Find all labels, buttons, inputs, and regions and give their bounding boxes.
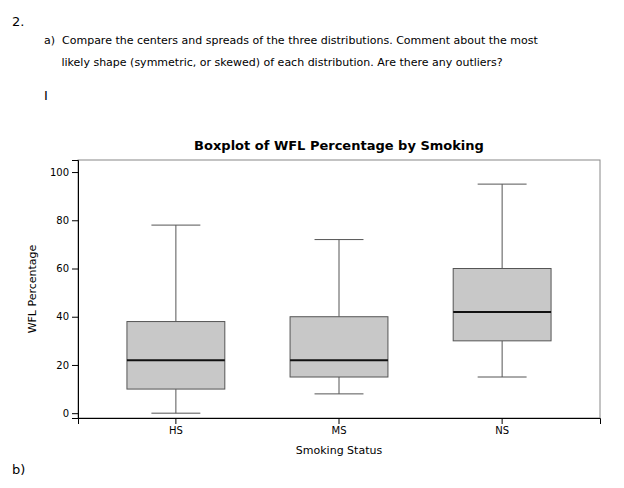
boxes: [127, 184, 551, 413]
x-tick: HS: [169, 418, 183, 436]
header-text: a) Compare the centers and spreads of th…: [44, 34, 538, 47]
x-axis-title: Smoking Status: [296, 444, 383, 457]
box: [290, 317, 388, 377]
median: [290, 359, 388, 361]
y-axis: 0 20 40 60 80 100: [50, 161, 79, 419]
x-tick-mark: [175, 418, 176, 424]
y-tick-mark: [72, 172, 78, 173]
x-axis: HS MS NS: [79, 418, 601, 436]
axis-domain: [72, 161, 79, 419]
y-tick-label: 80: [56, 215, 69, 226]
x-tick-label: HS: [169, 425, 183, 436]
y-tick: 40: [56, 311, 78, 322]
axis-domain: [79, 419, 601, 425]
cap-high: [315, 239, 364, 240]
box-group: [127, 225, 225, 413]
x-tick-label: NS: [495, 425, 509, 436]
whisker-low: [175, 389, 176, 413]
x-tick: MS: [332, 418, 347, 436]
y-tick: 60: [56, 263, 78, 274]
box: [453, 269, 551, 341]
cap-low: [478, 377, 527, 378]
y-tick-label: 20: [56, 360, 69, 371]
chart-title: Boxplot of WFL Percentage by Smoking: [194, 138, 484, 153]
y-tick: 100: [50, 167, 78, 178]
y-tick-mark: [72, 269, 78, 270]
cap-high: [478, 184, 527, 185]
x-tick: NS: [495, 418, 509, 436]
y-tick-mark: [72, 220, 78, 221]
cap-low: [315, 393, 364, 394]
y-axis-title: WFL Percentage: [26, 244, 39, 333]
x-tick-label: MS: [332, 425, 347, 436]
x-tick-mark: [502, 418, 503, 424]
y-tick-label: 40: [56, 311, 69, 322]
y-tick-mark: [72, 413, 78, 414]
whisker-high: [175, 225, 176, 321]
header-text: likely shape (symmetric, or skewed) of e…: [44, 56, 503, 69]
y-tick-label: 100: [50, 167, 69, 178]
whisker-high: [502, 184, 503, 268]
median: [453, 311, 551, 313]
median: [127, 359, 225, 361]
box-group: [290, 240, 388, 394]
box: [127, 322, 225, 390]
cap-low: [151, 413, 200, 414]
box-group: [453, 184, 551, 377]
x-tick-mark: [339, 418, 340, 424]
y-tick: 80: [56, 215, 78, 226]
whisker-low: [502, 341, 503, 377]
whisker-high: [339, 240, 340, 317]
y-tick-label: 60: [56, 263, 69, 274]
question-number: 2.: [12, 14, 24, 29]
cursor-text: I: [44, 88, 48, 103]
plot-frame: [78, 160, 600, 418]
y-tick-mark: [72, 317, 78, 318]
cap-high: [151, 225, 200, 226]
plot: 0 20 40 60 80 100 HS MS NS: [50, 160, 601, 436]
y-tick: 20: [56, 360, 78, 371]
y-tick-mark: [72, 365, 78, 366]
y-tick: 0: [63, 408, 78, 419]
footer-text: b): [12, 462, 25, 477]
whisker-low: [339, 377, 340, 394]
y-tick-label: 0: [63, 408, 69, 419]
page: 2. a) Compare the centers and spreads of …: [0, 0, 624, 488]
